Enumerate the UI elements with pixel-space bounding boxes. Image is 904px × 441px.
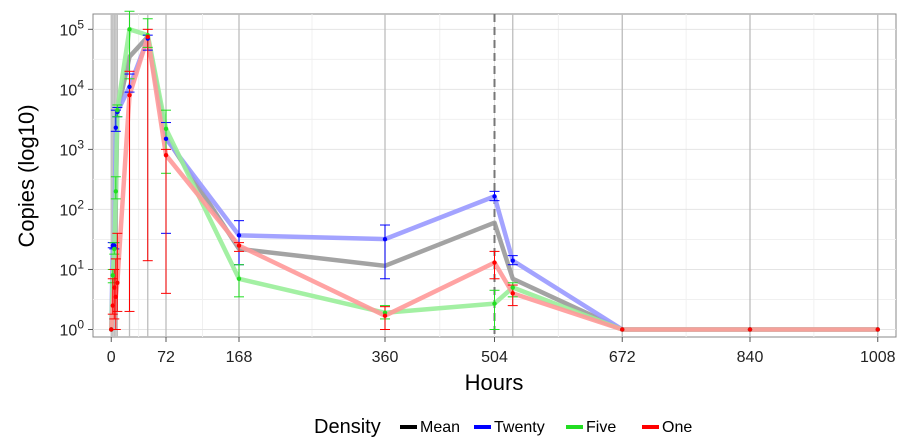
data-point-five — [510, 285, 515, 290]
data-point-one — [112, 285, 117, 290]
y-tick-label: 100 — [60, 317, 85, 339]
data-point-one — [747, 327, 753, 332]
data-point-one — [109, 327, 114, 332]
data-point-twenty — [236, 233, 242, 238]
data-point-five — [113, 189, 119, 194]
legend: Density Mean Twenty Five One — [314, 416, 692, 438]
data-point-twenty — [113, 125, 119, 130]
data-point-one — [382, 313, 388, 318]
data-point-twenty — [127, 84, 132, 90]
y-tick-label: 101 — [60, 257, 85, 279]
x-tick-label: 840 — [737, 349, 764, 366]
x-axis-ticks: 0 72 168 360 504 672 840 1008 — [107, 337, 896, 366]
y-tick-exponent: 5 — [77, 17, 84, 31]
x-tick-label: 1008 — [860, 349, 896, 366]
data-point-one — [492, 260, 497, 265]
legend-label-mean: Mean — [420, 419, 460, 436]
y-tick-exponent: 4 — [77, 77, 84, 91]
data-point-five — [127, 27, 132, 32]
legend-title: Density — [314, 416, 381, 438]
data-point-one — [145, 34, 150, 40]
data-point-one — [510, 291, 515, 296]
legend-label-twenty: Twenty — [494, 419, 545, 436]
data-point-five — [115, 107, 120, 113]
data-point-one — [127, 92, 132, 98]
data-point-twenty — [112, 243, 117, 248]
data-point-one — [110, 303, 115, 308]
data-point-twenty — [163, 136, 169, 142]
x-tick-label: 360 — [372, 349, 399, 366]
x-tick-label: 672 — [609, 349, 636, 366]
y-tick-exponent: 1 — [77, 257, 84, 271]
x-tick-label: 504 — [481, 349, 508, 366]
legend-label-one: One — [662, 419, 692, 436]
y-tick-base: 10 — [60, 142, 78, 159]
y-tick-base: 10 — [60, 322, 78, 339]
x-tick-label: 0 — [107, 349, 116, 366]
x-axis-title: Hours — [465, 370, 524, 395]
y-tick-base: 10 — [60, 202, 78, 219]
data-point-one — [236, 243, 242, 248]
data-point-five — [492, 301, 497, 306]
y-axis-title: Copies (log10) — [14, 104, 39, 247]
y-tick-base: 10 — [60, 262, 78, 279]
data-point-one — [875, 327, 880, 332]
data-point-five — [112, 246, 117, 252]
data-point-one — [115, 280, 120, 285]
data-point-one — [620, 327, 625, 332]
data-point-twenty — [492, 194, 497, 199]
x-tick-label: 72 — [157, 349, 175, 366]
x-tick-label: 168 — [226, 349, 253, 366]
data-point-twenty — [382, 236, 388, 242]
data-point-one — [163, 153, 169, 158]
data-point-five — [110, 273, 115, 278]
y-tick-exponent: 2 — [77, 197, 84, 211]
data-point-five — [163, 126, 169, 132]
legend-label-five: Five — [586, 419, 616, 436]
y-tick-label: 105 — [60, 17, 85, 39]
y-tick-label: 104 — [60, 77, 85, 99]
legend-entries: Mean Twenty Five One — [400, 419, 692, 436]
data-point-five — [236, 276, 242, 281]
y-tick-base: 10 — [60, 22, 78, 39]
y-tick-base: 10 — [60, 82, 78, 99]
data-points — [109, 27, 880, 332]
y-tick-exponent: 3 — [77, 137, 84, 151]
data-point-twenty — [510, 258, 515, 263]
y-tick-label: 102 — [60, 197, 85, 219]
data-point-one — [113, 294, 119, 300]
y-tick-exponent: 0 — [77, 317, 84, 331]
y-tick-label: 103 — [60, 137, 85, 159]
